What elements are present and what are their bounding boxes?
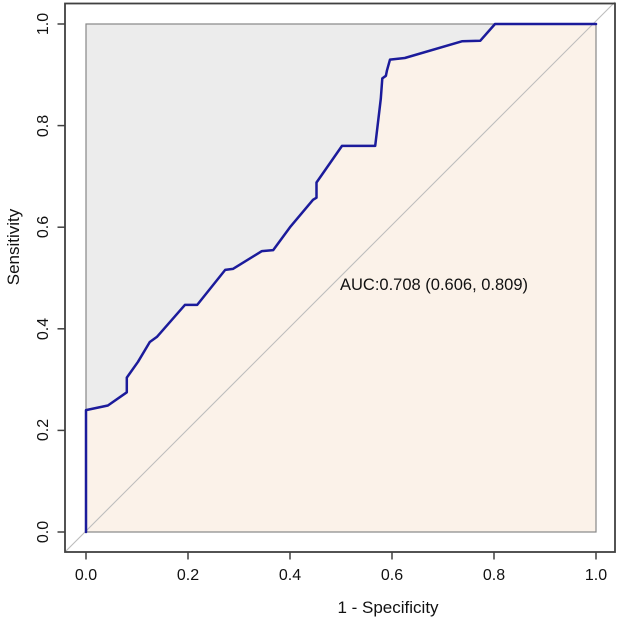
y-axis-tick-label: 0.8 — [35, 114, 52, 138]
x-axis-tick-label: 0.4 — [278, 567, 302, 584]
x-axis-tick-label: 0.6 — [380, 567, 404, 584]
x-axis-title: 1 - Specificity — [337, 598, 439, 617]
y-axis-tick-label: 0.6 — [35, 215, 52, 239]
x-axis-tick-label: 0.8 — [482, 567, 506, 584]
x-axis-tick-label: 1.0 — [584, 567, 608, 584]
auc-annotation: AUC:0.708 (0.606, 0.809) — [340, 276, 529, 294]
y-axis-tick-label: 0.0 — [35, 520, 52, 544]
x-axis-tick-label: 0.0 — [74, 567, 98, 584]
x-axis-tick-label: 0.2 — [176, 567, 200, 584]
y-axis-title: Sensitivity — [4, 208, 23, 286]
y-axis-tick-label: 0.2 — [35, 418, 52, 442]
y-axis-tick-label: 0.4 — [35, 317, 52, 341]
y-axis-tick-label: 1.0 — [35, 12, 52, 36]
